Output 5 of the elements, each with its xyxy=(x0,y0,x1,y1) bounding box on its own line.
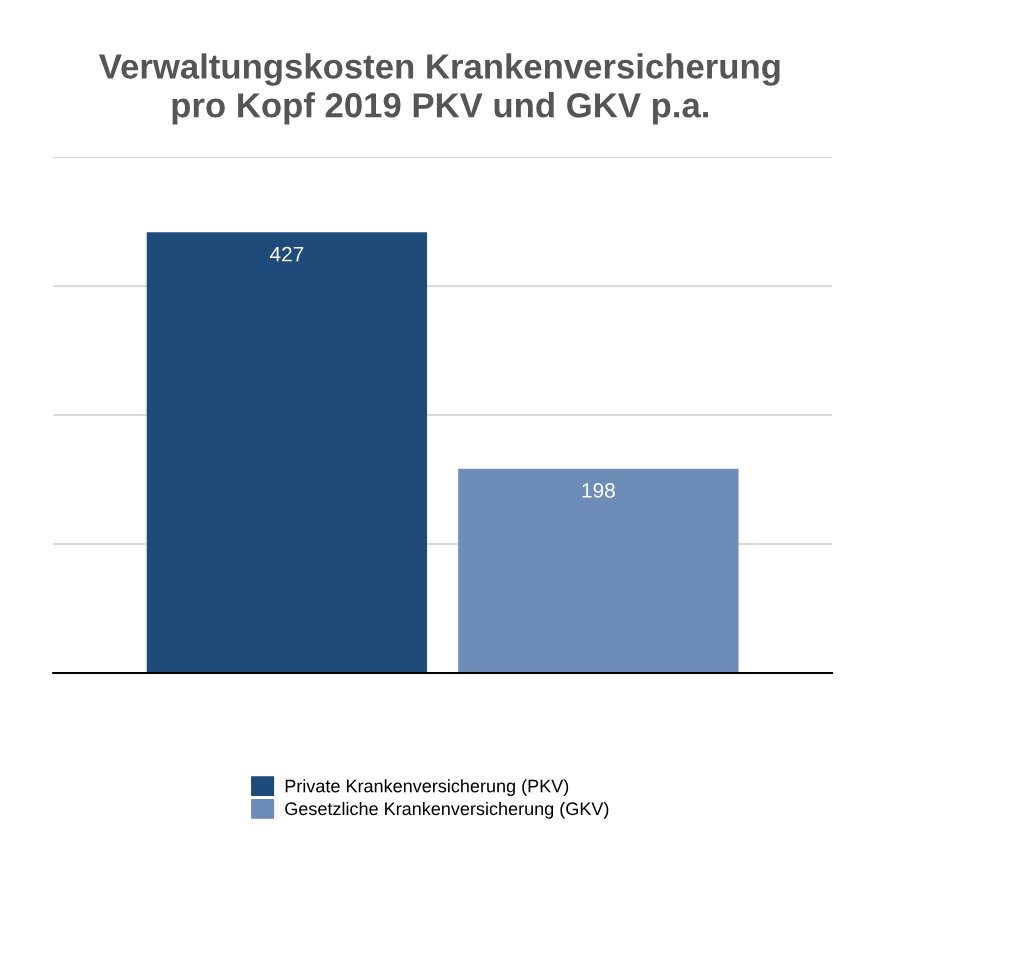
legend-label: Gesetzliche Krankenversicherung (GKV) xyxy=(285,801,609,819)
data-label: 198 xyxy=(582,483,615,498)
legend-label: Private Krankenversicherung (PKV) xyxy=(285,779,569,797)
chart-title: Verwaltungskosten Krankenversicherung pro Kopf 2019 PKV und GKV p.a. xyxy=(99,53,780,125)
data-label: 427 xyxy=(269,246,304,262)
